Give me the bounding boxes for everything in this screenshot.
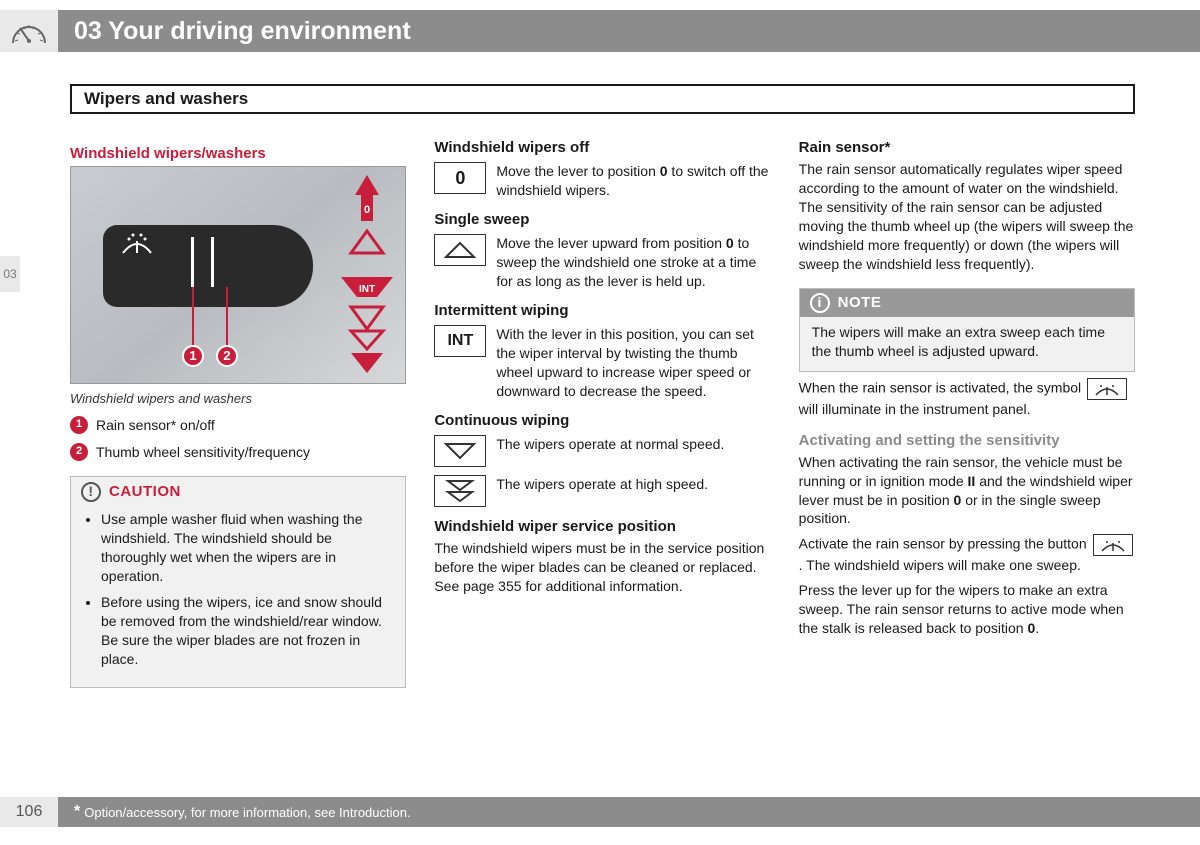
- note-label: NOTE: [838, 293, 882, 313]
- legend-text-2: Thumb wheel sensitivity/frequency: [96, 443, 310, 462]
- column-1: Windshield wipers/washers 1 2 0 INT: [70, 138, 406, 688]
- note-body: The wipers will make an extra sweep each…: [800, 317, 1134, 371]
- illustration-caption: Windshield wipers and washers: [70, 390, 406, 408]
- legend-2: 2 Thumb wheel sensitivity/frequency: [70, 443, 406, 462]
- heading-rain-sensor: Rain sensor*: [799, 138, 1135, 158]
- lever-positions-icon: 0 INT: [337, 173, 397, 377]
- legend-dot-2: 2: [70, 443, 88, 461]
- rain-sensor-text: The rain sensor automatically regulates …: [799, 160, 1135, 273]
- rain-sensor-symbol-icon: [1087, 378, 1127, 400]
- caution-icon: !: [81, 482, 101, 502]
- caution-item: Before using the wipers, ice and snow sh…: [101, 593, 393, 669]
- wiper-stalk-illustration: 1 2 0 INT: [70, 166, 406, 384]
- legend-1: 1 Rain sensor* on/off: [70, 416, 406, 435]
- position-0-icon: 0: [434, 162, 486, 194]
- column-2: Windshield wipers off 0 Move the lever t…: [434, 138, 770, 688]
- caution-body: Use ample washer fluid when washing the …: [71, 504, 405, 687]
- sub-heading-activating: Activating and setting the sensitivity: [799, 431, 1135, 451]
- page-number: 106: [0, 797, 58, 827]
- content-area: Windshield wipers/washers 1 2 0 INT: [70, 138, 1135, 688]
- legend-dot-1: 1: [70, 416, 88, 434]
- footer: * Option/accessory, for more information…: [58, 797, 1200, 827]
- caution-label: CAUTION: [109, 482, 181, 502]
- svg-text:INT: INT: [359, 284, 375, 295]
- legend-text-1: Rain sensor* on/off: [96, 416, 215, 435]
- single-sweep-text: Move the lever upward from position 0 to…: [496, 234, 770, 291]
- chapter-header: 03 Your driving environment: [0, 10, 1200, 52]
- activating-text-1: When activating the rain sensor, the veh…: [799, 453, 1135, 529]
- service-text: The windshield wipers must be in the ser…: [434, 539, 770, 596]
- section-header: Wipers and washers: [70, 84, 1135, 114]
- column-3: Rain sensor* The rain sensor automatical…: [799, 138, 1135, 688]
- gauge-icon: [0, 10, 58, 52]
- activating-text-2: Activate the rain sensor by pressing the…: [799, 534, 1135, 575]
- activating-text-3: Press the lever up for the wipers to mak…: [799, 581, 1135, 638]
- note-box: i NOTE The wipers will make an extra swe…: [799, 288, 1135, 372]
- rain-sensor-symbol-text: When the rain sensor is activated, the s…: [799, 378, 1135, 419]
- rain-sensor-button-icon: [1093, 534, 1133, 556]
- caution-item: Use ample washer fluid when washing the …: [101, 510, 393, 586]
- int-icon: INT: [434, 325, 486, 357]
- intermittent-text: With the lever in this position, you can…: [496, 325, 770, 401]
- svg-text:0: 0: [364, 204, 370, 216]
- heading-intermittent: Intermittent wiping: [434, 301, 770, 321]
- footnote-star: *: [74, 803, 80, 821]
- washer-icon: [119, 231, 155, 259]
- heading-wipers-off: Windshield wipers off: [434, 138, 770, 158]
- footnote-text: Option/accessory, for more information, …: [84, 805, 410, 820]
- high-speed-text: The wipers operate at high speed.: [496, 475, 708, 494]
- side-tab: 03: [0, 256, 20, 292]
- callout-1: 1: [182, 345, 204, 367]
- high-speed-icon: [434, 475, 486, 507]
- normal-speed-icon: [434, 435, 486, 467]
- note-header: i NOTE: [800, 289, 1134, 317]
- callout-2: 2: [216, 345, 238, 367]
- heading-single-sweep: Single sweep: [434, 210, 770, 230]
- chapter-title: 03 Your driving environment: [74, 17, 411, 46]
- normal-speed-text: The wipers operate at normal speed.: [496, 435, 724, 454]
- caution-box: ! CAUTION Use ample washer fluid when wa…: [70, 476, 406, 688]
- heading-service: Windshield wiper service position: [434, 517, 770, 537]
- single-sweep-icon: [434, 234, 486, 266]
- wipers-off-text: Move the lever to position 0 to switch o…: [496, 162, 770, 200]
- caution-header: ! CAUTION: [71, 477, 405, 504]
- heading-continuous: Continuous wiping: [434, 411, 770, 431]
- info-icon: i: [810, 293, 830, 313]
- col1-heading: Windshield wipers/washers: [70, 144, 406, 164]
